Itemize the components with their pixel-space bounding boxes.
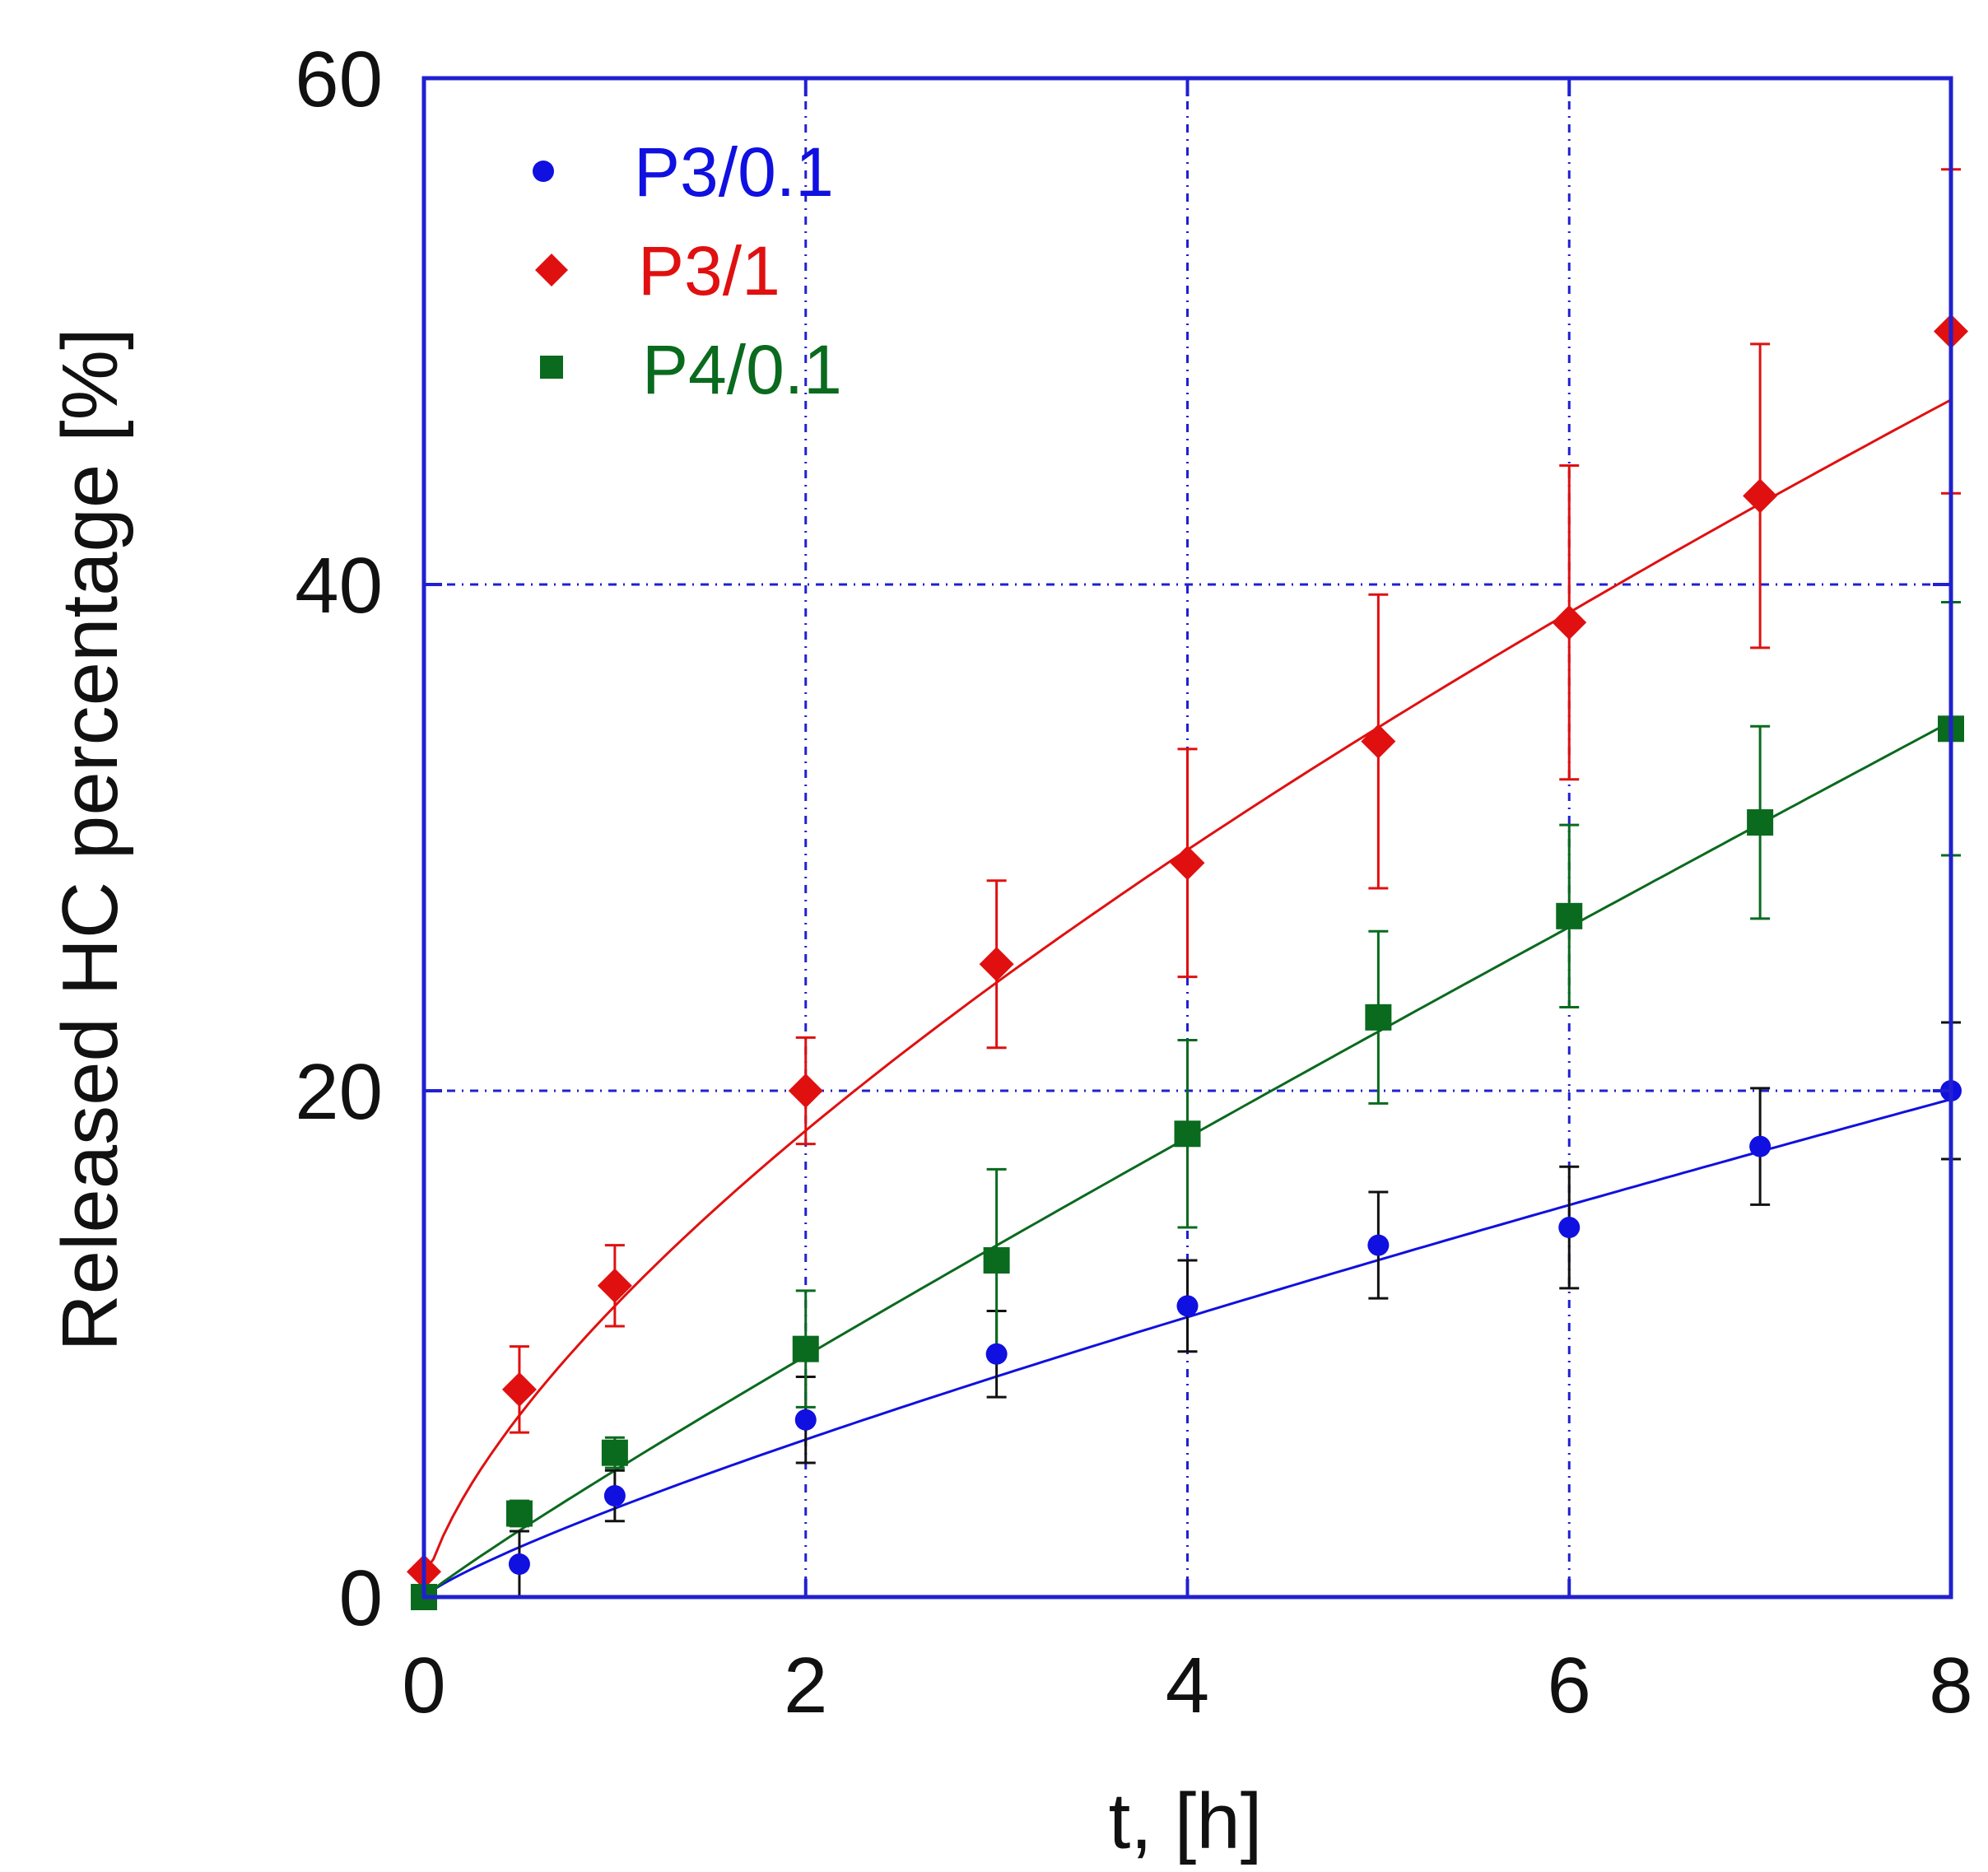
y-axis-title: Released HC percentage [%]: [46, 328, 134, 1351]
axis-ticks: [422, 77, 1953, 1599]
data-point: [792, 1335, 819, 1362]
data-point: [601, 1439, 628, 1466]
x-axis-title: t, [h]: [1109, 1777, 1263, 1865]
axis-tick-labels: 0 2 4 6 8 0 20 40 60: [295, 35, 1972, 1730]
y-tick-label: 40: [295, 542, 383, 630]
legend: P3/0.1 P3/1 P4/0.1: [533, 133, 842, 408]
data-point: [508, 1553, 530, 1576]
data-point: [1556, 902, 1583, 929]
legend-marker-square-icon: [540, 356, 563, 379]
data-point: [979, 947, 1014, 982]
data-point: [1365, 1004, 1392, 1031]
legend-item-p3-1: P3/1: [535, 232, 780, 310]
data-point: [985, 1343, 1008, 1365]
data-point: [603, 1485, 626, 1506]
x-tick-label: 4: [1166, 1641, 1209, 1730]
data-point: [505, 1500, 533, 1527]
x-tick-label: 2: [784, 1641, 827, 1730]
x-tick-label: 0: [402, 1641, 445, 1730]
y-tick-label: 60: [295, 35, 383, 123]
data-point: [1747, 809, 1774, 836]
data-point: [1558, 1217, 1581, 1239]
data-point: [1174, 1120, 1201, 1148]
legend-label-p4-0-1: P4/0.1: [642, 331, 842, 408]
y-tick-label: 0: [339, 1554, 383, 1642]
data-point: [1176, 1295, 1199, 1317]
data-point: [501, 1371, 537, 1407]
legend-marker-diamond-icon: [535, 254, 568, 286]
data-markers: [407, 314, 1968, 1610]
legend-label-p3-1: P3/1: [638, 232, 780, 310]
legend-item-p4-0-1: P4/0.1: [540, 331, 842, 408]
legend-marker-circle-icon: [533, 161, 554, 182]
y-tick-label: 20: [295, 1048, 383, 1136]
data-point: [1170, 845, 1205, 881]
x-tick-label: 6: [1548, 1641, 1591, 1730]
data-point: [1552, 605, 1587, 640]
data-point: [1749, 1135, 1772, 1157]
x-tick-label: 8: [1929, 1641, 1972, 1730]
legend-item-p3-0-1: P3/0.1: [533, 133, 834, 211]
data-point: [983, 1247, 1010, 1274]
data-point: [597, 1268, 632, 1303]
data-point: [1367, 1234, 1390, 1256]
data-point: [1743, 478, 1778, 514]
data-point: [1361, 724, 1396, 759]
legend-label-p3-0-1: P3/0.1: [634, 133, 834, 211]
data-point: [794, 1409, 817, 1431]
data-point: [788, 1073, 823, 1108]
